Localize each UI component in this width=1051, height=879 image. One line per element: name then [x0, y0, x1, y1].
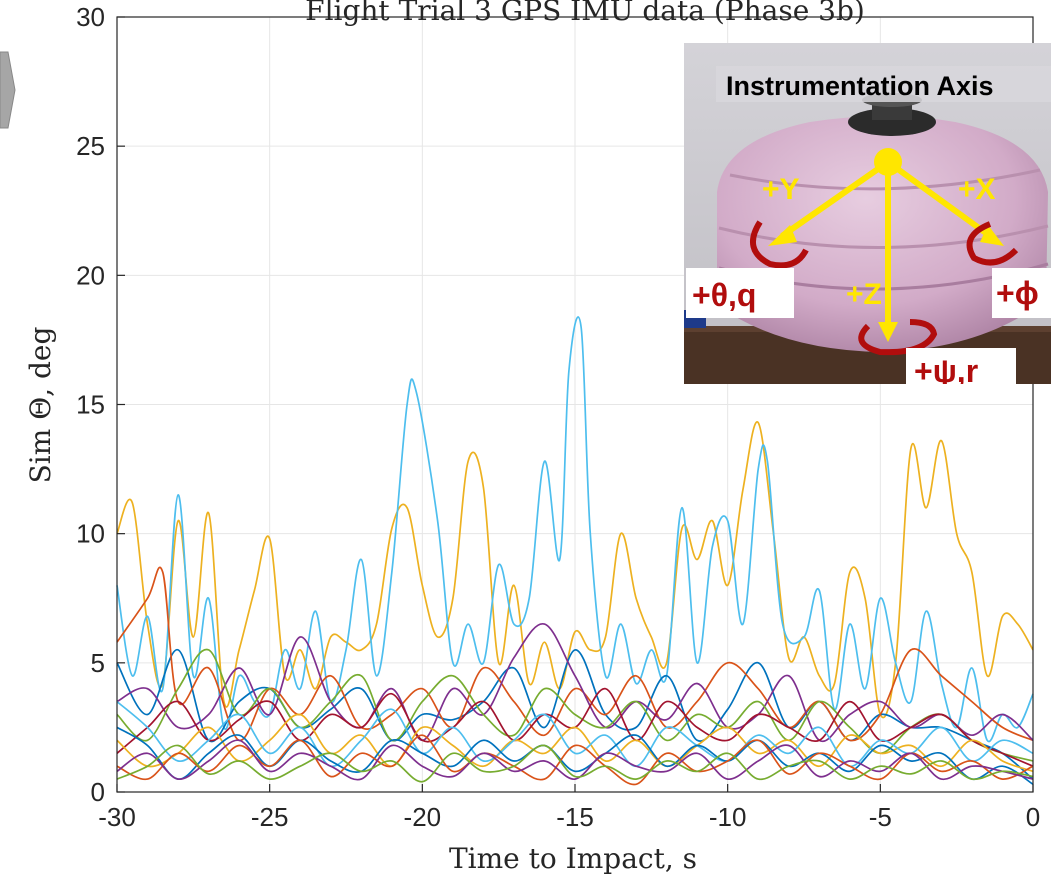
capsule-ring-1	[729, 168, 1041, 191]
axis-label-y: +Y	[762, 173, 800, 206]
x-tick-label: 0	[1026, 802, 1040, 832]
y-tick-label: 30	[76, 2, 105, 32]
y-tick-label: 5	[91, 648, 105, 678]
axis-label-x: +X	[958, 173, 996, 206]
series-group	[116, 316, 1034, 786]
y-axis-label: Sim Θ, deg	[24, 327, 57, 484]
y-tick-label: 10	[76, 519, 105, 549]
tick-labels: -30 -25 -20 -15 -10 -5 0 0 5 10 15 20 25 30	[76, 2, 1040, 832]
series-line-2	[116, 316, 1034, 743]
y-tick-label: 25	[76, 131, 105, 161]
x-tick-label: -20	[404, 802, 442, 832]
rotation-arrow-phi	[966, 221, 1019, 266]
capsule-body	[717, 116, 1048, 352]
series-line-8	[116, 713, 1034, 773]
series-line-13	[116, 744, 1034, 783]
series-line-3	[116, 649, 1034, 780]
x-tick-label: -25	[251, 802, 289, 832]
x-axis-label: Time to Impact, s	[449, 842, 697, 875]
series-line-11	[116, 734, 1034, 786]
series-line-1	[116, 421, 1034, 719]
rot-label-psi-box	[906, 348, 1016, 384]
instrumentation-inset: Instrumentation Axis +Y +X +Z +θ,q +ϕ +ψ…	[684, 43, 1051, 389]
axis-y-head	[768, 225, 797, 246]
y-tick-label: 15	[76, 390, 105, 420]
series-line-5	[116, 623, 1034, 743]
rot-label-phi-box	[992, 268, 1051, 318]
top-plate	[848, 108, 936, 136]
axes	[116, 16, 1034, 793]
plot-frame	[116, 16, 1034, 793]
y-tick-label: 20	[76, 260, 105, 290]
chart-title: Flight Trial 3 GPS IMU data (Phase 3b)	[305, 0, 865, 27]
rot-label-phi: +ϕ	[996, 275, 1039, 311]
axis-x-head	[980, 225, 1004, 246]
inset-title: Instrumentation Axis	[726, 71, 994, 101]
capsule-ring-2	[718, 224, 1049, 249]
side-arrow-shape	[0, 51, 16, 129]
inset-title-background	[716, 66, 1051, 102]
axis-x-arrow	[886, 159, 992, 239]
x-tick-label: -5	[869, 802, 892, 832]
rotation-arrow-theta	[749, 220, 809, 269]
rot-label-psi: +ψ,r	[914, 353, 978, 389]
x-tick-label: -30	[98, 802, 136, 832]
rot-label-theta: +θ,q	[692, 277, 756, 313]
rot-label-theta-box	[686, 268, 794, 318]
series-line-9	[116, 700, 1034, 768]
series-line-12	[116, 739, 1034, 781]
y-tick-label: 0	[91, 777, 105, 807]
axis-z-head	[878, 322, 898, 342]
x-tick-label: -10	[709, 802, 747, 832]
series-line-4	[116, 566, 1034, 742]
axis-label-z: +Z	[846, 278, 882, 311]
x-tick-label: -15	[556, 802, 594, 832]
axis-y-arrow	[780, 159, 890, 239]
